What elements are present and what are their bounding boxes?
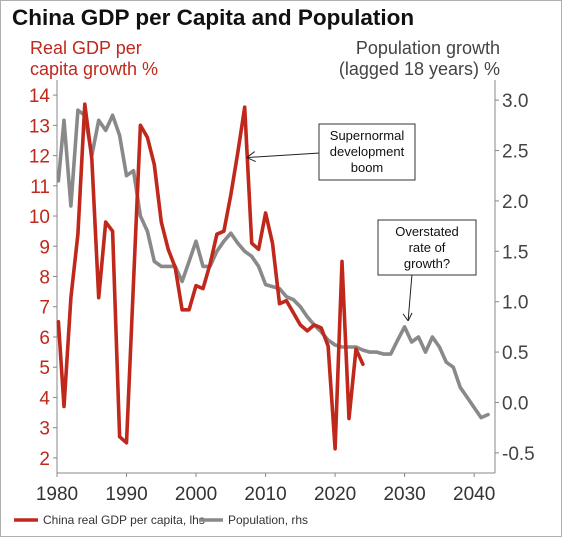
annotation-box-overstated [377,219,477,276]
x-tick-label: 1990 [105,484,147,505]
left-tick-label: 11 [30,177,50,198]
annotation-text-boom: development [330,144,405,159]
left-tick-label: 3 [39,419,50,440]
left-tick-label: 12 [29,147,50,168]
right-axis-label: Population growth (lagged 18 years) % [339,38,500,80]
right-tick-label: 1.0 [502,293,528,314]
x-tick-label: 2020 [314,484,356,505]
annotation-text-boom: Supernormal [330,128,405,143]
left-tick-label: 14 [29,86,51,107]
left-axis-label: Real GDP per capita growth % [30,38,158,80]
right-tick-label: 2.0 [502,192,528,213]
left-axis-label-line-2: capita growth % [30,59,159,79]
annotation-box-boom [318,123,416,181]
x-tick-label: 1980 [36,484,78,505]
x-tick-label: 2010 [244,484,286,505]
left-tick-label: 13 [29,116,50,137]
axes: 1980 1990 2000 2010 2020 2030 2040 2 3 4 5 6 7 8 9 10 11… [29,80,535,505]
right-tick-label: 1.5 [502,242,528,263]
gdp-series-line [56,102,365,451]
left-axis-label-line-1: Real GDP per [30,38,142,58]
left-tick-label: 4 [39,388,50,409]
x-tick-label: 2040 [453,484,495,505]
left-tick-label: 6 [39,328,50,349]
population-series-line [56,108,490,420]
legend: China real GDP per capita, lhs Population… [14,513,308,527]
series-layer [56,102,490,451]
annotation-arrowhead-overstated [402,312,413,322]
left-tick-label: 9 [39,237,50,258]
left-tick-label: 2 [39,449,50,470]
left-tick-label: 5 [39,358,50,379]
right-tick-label: -0.5 [502,444,535,465]
right-axis-label-line-1: Population growth [355,38,500,58]
right-tick-label: 0.5 [502,343,528,364]
legend-label-gdp: China real GDP per capita, lhs [43,513,205,527]
x-tick-label: 2030 [383,484,425,505]
chart-title: China GDP per Capita and Population [12,5,415,30]
left-tick-label: 8 [39,268,50,289]
left-tick-label: 7 [39,298,50,319]
right-axis-label-line-2: (lagged 18 years) % [338,59,500,79]
annotation-text-overstated: Overstated [395,224,459,239]
right-tick-label: 0.0 [502,393,528,414]
left-tick-label: 10 [29,207,50,228]
annotation-text-overstated: growth? [404,256,450,271]
annotation-arrow-overstated [407,273,413,321]
right-tick-label: 3.0 [502,91,528,112]
legend-label-population: Population, rhs [228,513,308,527]
annotation-text-overstated: rate of [409,240,446,255]
x-tick-label: 2000 [175,484,217,505]
annotation-arrowhead-boom [246,151,256,163]
annotation-arrow-boom [246,152,321,159]
annotation-text-boom: boom [351,160,384,175]
right-tick-label: 2.5 [502,142,528,163]
